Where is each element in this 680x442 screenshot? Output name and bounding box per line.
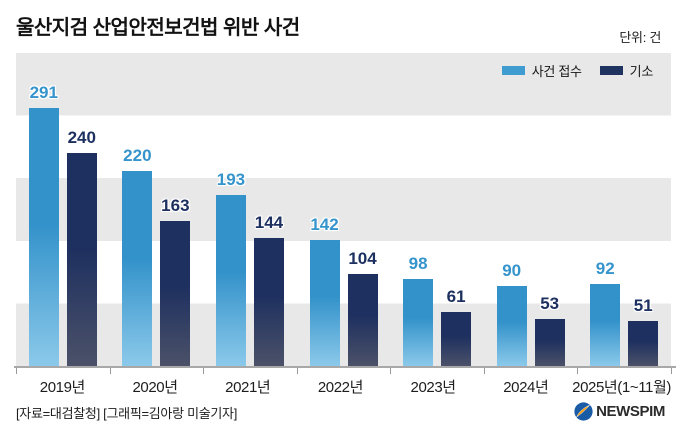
bar-group-2025년(1~11월): 92 51 (577, 53, 671, 366)
bar-received-2024년: 90 (496, 261, 527, 366)
legend-swatch-received (501, 66, 525, 75)
newspim-logo-text: NEWSPIM (596, 403, 665, 420)
newspim-logo-icon (574, 402, 593, 421)
legend: 사건 접수 기소 (501, 61, 654, 80)
axis-tick (390, 368, 392, 374)
bar-received-2019년: 291 (28, 83, 59, 366)
x-axis-label-2023년: 2023년 (410, 379, 457, 396)
value-label: 220 (123, 146, 152, 165)
bar-group-2022년: 142 104 (297, 53, 391, 366)
bar-group-2021년: 193 144 (203, 53, 297, 366)
value-label: 142 (310, 215, 339, 234)
legend-swatch-prosecuted (599, 66, 623, 75)
axis-tick (203, 368, 205, 374)
x-axis-line (14, 366, 676, 368)
value-label: 193 (216, 170, 246, 189)
value-label: 53 (540, 294, 560, 313)
axis-tick (483, 368, 485, 374)
value-label: 51 (633, 296, 653, 315)
bar-received-2020년: 220 (122, 146, 153, 366)
bar-prosecuted-2025년(1~11월): 51 (628, 296, 659, 366)
axis-tick (16, 368, 17, 374)
legend-label-received: 사건 접수 (531, 64, 582, 79)
x-axis-label-2025년(1~11월): 2025년(1~11월) (572, 379, 671, 396)
bar-received-2021년: 193 (215, 170, 246, 366)
x-axis-label-2020년: 2020년 (132, 379, 178, 396)
value-label: 92 (595, 259, 615, 278)
value-label: 163 (161, 196, 190, 215)
value-label: 104 (348, 249, 377, 268)
bar-prosecuted-2022년: 104 (347, 249, 378, 366)
legend-label-prosecuted: 기소 (629, 64, 654, 79)
value-label: 144 (254, 213, 284, 232)
bar-prosecuted-2019년: 240 (66, 128, 97, 366)
bar-group-2024년: 90 53 (484, 53, 578, 366)
value-label: 291 (29, 83, 58, 102)
axis-tick (296, 368, 298, 374)
axis-tick (109, 368, 111, 374)
page-title: 울산지검 산업안전보건법 위반 사건 (16, 17, 300, 39)
bar-groups: 291 240 220 163 193 144 142 104 98 61 90 53 92 51 (16, 53, 671, 366)
x-axis-label-2019년: 2019년 (39, 379, 86, 396)
bar-prosecuted-2020년: 163 (160, 196, 191, 366)
bar-group-2023년: 98 61 (390, 53, 484, 366)
x-axis-label-2022년: 2022년 (317, 379, 364, 396)
unit-label: 단위: 건 (619, 30, 661, 45)
newspim-logo: NEWSPIM (574, 402, 665, 421)
bar-prosecuted-2024년: 53 (534, 294, 565, 366)
bar-group-2019년: 291 240 (16, 53, 110, 366)
value-label: 61 (446, 287, 466, 306)
bar-prosecuted-2023년: 61 (441, 287, 472, 366)
legend-item-prosecuted: 기소 (599, 61, 654, 80)
axis-tick (671, 368, 672, 374)
bar-received-2025년(1~11월): 92 (590, 259, 621, 366)
x-axis-label-2024년: 2024년 (503, 379, 549, 396)
value-label: 240 (67, 128, 96, 147)
x-axis-label-2021년: 2021년 (225, 379, 271, 396)
bar-received-2023년: 98 (403, 254, 434, 366)
value-label: 90 (502, 261, 522, 280)
bar-prosecuted-2021년: 144 (253, 213, 284, 366)
value-label: 98 (408, 254, 428, 273)
x-axis-labels: 2019년 2020년 2021년 2022년 2023년 2024년 2025년(1~11… (16, 376, 672, 397)
legend-item-received: 사건 접수 (501, 61, 582, 80)
source-caption: [자료=대검찰청] [그래픽=김아랑 미술기자] (16, 406, 238, 421)
bar-received-2022년: 142 (309, 215, 340, 366)
bar-group-2020년: 220 163 (110, 53, 204, 366)
chart-area: 사건 접수 기소 291 240 220 163 193 144 142 104 98 61 90 5… (16, 53, 671, 366)
axis-tick (577, 368, 579, 374)
